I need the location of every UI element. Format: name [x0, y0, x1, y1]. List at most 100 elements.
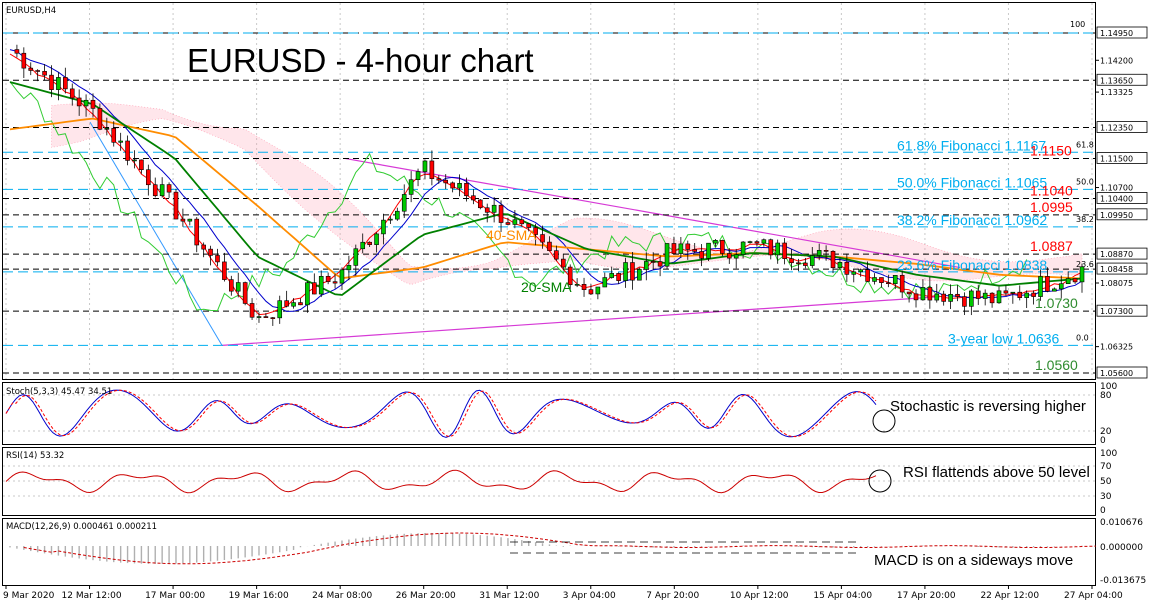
green-level-label: 1.0730: [1035, 295, 1078, 311]
candle-body: [637, 269, 642, 281]
candle-body: [623, 262, 628, 281]
stochastic-label: Stoch(5,3,3) 45.47 34.51: [6, 387, 112, 397]
stochastic-pane: Stoch(5,3,3) 45.47 34.51 Stochastic is r…: [2, 382, 1117, 446]
candle-body: [975, 290, 981, 299]
candle-body: [291, 302, 296, 307]
candle-body: [547, 241, 552, 251]
rsi-pane-border: [2, 447, 1096, 516]
candle-body: [775, 242, 780, 256]
candle-body: [367, 241, 372, 245]
candle-body: [1079, 266, 1085, 283]
candle-body: [934, 293, 940, 301]
price-tag-box: [1096, 366, 1148, 379]
candle-body: [844, 261, 850, 275]
price-tag: 1.12350: [1100, 124, 1133, 133]
candle-body: [235, 282, 241, 292]
time-label: 31 Mar 12:00: [479, 591, 539, 601]
candle-body: [519, 219, 525, 225]
price-tag: 1.10700: [1100, 184, 1133, 193]
macd-pane-border: [2, 518, 1096, 586]
rsi-axis-70: 70: [1100, 462, 1112, 472]
candle-body: [104, 128, 110, 130]
candle-body: [450, 182, 455, 189]
candle-body: [823, 250, 829, 252]
stoch-axis-20: 20: [1100, 427, 1112, 437]
candle-body: [139, 159, 144, 171]
candle-body: [851, 271, 857, 275]
candle-body: [920, 287, 926, 301]
stochastic-signal-line: [5, 389, 877, 438]
macd-axis-bottom: -0.013675: [1100, 576, 1146, 586]
candle-body: [201, 244, 206, 250]
candle-body: [1024, 292, 1029, 298]
cloud-band: [51, 102, 1083, 285]
candle-body: [540, 234, 545, 243]
candle-body: [422, 160, 428, 172]
candle-body: [49, 74, 54, 90]
time-label: 9 Mar 2020: [3, 591, 55, 601]
candle-body: [229, 279, 234, 292]
candle-body: [616, 273, 621, 281]
time-label: 19 Mar 16:00: [229, 591, 289, 601]
stochastic-main-line: [5, 389, 877, 438]
fib-label: 38.2% Fibonacci 1.0962: [897, 212, 1047, 228]
candle-body: [374, 233, 379, 245]
candle-body: [339, 269, 345, 284]
candle-body: [312, 282, 317, 295]
candle-body: [14, 49, 20, 54]
price-pane: EURUSD,H4 EURUSD - 4-hour chart 40-SMA 2…: [2, 2, 1096, 380]
candle-body: [1017, 291, 1023, 298]
candle-body: [657, 261, 663, 267]
candle-body: [388, 218, 393, 221]
candle-body: [609, 273, 615, 278]
rsi-pane: RSI(14) 53.32 RSI flattends above 50 lev…: [2, 447, 1117, 516]
fib-pct: 50.0: [1076, 177, 1094, 186]
candle-body: [595, 286, 601, 295]
candle-body: [118, 140, 123, 143]
candle-body: [816, 250, 822, 256]
candle-body: [733, 254, 739, 259]
chikou-line: [9, 81, 1028, 312]
chart-title: EURUSD - 4-hour chart: [187, 42, 534, 79]
macd-pane: MACD(12,26,9) 0.000461 0.000211 MACD is …: [2, 518, 1146, 586]
candle-body: [1038, 276, 1043, 297]
candle-body: [713, 240, 718, 244]
candle-body: [443, 179, 449, 184]
candle-body: [754, 241, 760, 244]
sma20-label: 20-SMA: [521, 279, 572, 295]
upper-trendline: [344, 157, 961, 269]
price-tag-box: [1096, 192, 1148, 204]
candle-body: [913, 293, 919, 301]
candle-body: [554, 250, 559, 260]
candle-body: [768, 239, 774, 256]
candle-body: [782, 242, 787, 259]
candle-body: [318, 275, 324, 295]
rsi-axis-100: 100: [1100, 449, 1117, 459]
candle-body: [1031, 292, 1036, 297]
price-tag-box: [1096, 247, 1148, 260]
candle-body: [222, 261, 227, 280]
candle-body: [56, 77, 61, 90]
candle-body: [159, 184, 165, 197]
candlesticks: [14, 44, 1085, 326]
candle-body: [830, 250, 836, 269]
candle-body: [63, 77, 68, 90]
candle-body: [879, 277, 884, 283]
candle-body: [1010, 291, 1016, 294]
time-label: 26 Mar 20:00: [396, 591, 456, 601]
time-label: 27 Apr 04:00: [1064, 591, 1123, 601]
rsi-highlight-circle: [868, 469, 892, 493]
candle-body: [429, 160, 435, 179]
candle-body: [740, 241, 746, 255]
candle-body: [789, 258, 794, 264]
price-tag-box: [1096, 304, 1148, 317]
rsi-axis-30: 30: [1100, 492, 1112, 502]
candle-body: [132, 159, 137, 162]
price-tag-box: [1096, 208, 1148, 221]
rsi-axis-0: 0: [1100, 506, 1106, 516]
candle-body: [955, 293, 960, 297]
candle-body: [906, 291, 912, 295]
candle-body: [761, 239, 767, 244]
candle-body: [194, 218, 200, 246]
